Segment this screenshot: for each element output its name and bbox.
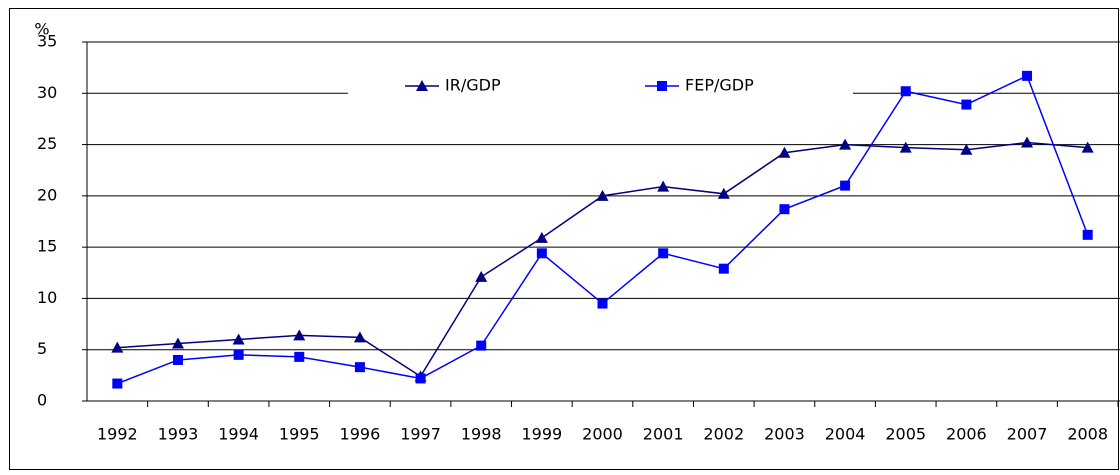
marker [233, 349, 244, 360]
marker [476, 340, 487, 351]
marker [353, 331, 366, 343]
x-tick-label: 2002 [703, 425, 744, 444]
x-tick-label: 2008 [1067, 425, 1108, 444]
y-tick-label: 5 [37, 339, 47, 358]
x-tick-label: 1998 [461, 425, 502, 444]
y-tick-label: 25 [37, 134, 57, 153]
y-tick-label: 35 [37, 32, 57, 51]
y-tick-label: 30 [37, 83, 57, 102]
marker [657, 81, 667, 91]
marker [1021, 136, 1034, 148]
marker [961, 99, 972, 110]
marker [839, 138, 852, 150]
legend-label: FEP/GDP [685, 76, 754, 95]
x-tick-label: 2000 [582, 425, 623, 444]
marker [536, 248, 547, 259]
marker [1081, 141, 1094, 153]
marker [415, 373, 426, 384]
x-tick-label: 2006 [946, 425, 987, 444]
marker [596, 189, 609, 201]
marker [294, 351, 305, 362]
y-tick-label: 10 [37, 288, 57, 307]
marker [899, 141, 912, 153]
marker [717, 187, 730, 199]
marker [960, 143, 973, 155]
x-tick-label: 2003 [764, 425, 805, 444]
x-tick-label: 2001 [643, 425, 684, 444]
marker [293, 329, 306, 341]
marker [416, 80, 428, 91]
x-tick-label: 2007 [1007, 425, 1048, 444]
marker [658, 248, 669, 259]
marker [1022, 70, 1033, 81]
marker [111, 341, 124, 353]
series-line [117, 141, 1088, 378]
y-tick-label: 20 [37, 185, 57, 204]
x-tick-label: 1996 [340, 425, 381, 444]
marker [840, 180, 851, 191]
marker [171, 337, 184, 349]
y-tick-label: 15 [37, 237, 57, 256]
x-tick-label: 1994 [218, 425, 259, 444]
x-tick-label: 1993 [158, 425, 199, 444]
chart-frame [9, 8, 1119, 470]
x-tick-label: 1999 [521, 425, 562, 444]
marker [718, 263, 729, 274]
marker [900, 86, 911, 97]
marker [597, 298, 608, 309]
marker [172, 354, 183, 365]
marker [1082, 229, 1093, 240]
y-tick-label: 0 [37, 391, 47, 410]
x-tick-label: 1995 [279, 425, 320, 444]
marker [778, 146, 791, 158]
y-axis-label: % [34, 20, 49, 39]
marker [657, 180, 670, 192]
x-tick-label: 1992 [97, 425, 138, 444]
marker [354, 362, 365, 373]
marker [779, 204, 790, 215]
x-tick-label: 2005 [885, 425, 926, 444]
marker [112, 378, 123, 389]
marker [232, 333, 245, 345]
legend-label: IR/GDP [445, 76, 501, 95]
marker [475, 270, 488, 282]
marker [535, 231, 548, 243]
x-tick-label: 1997 [400, 425, 441, 444]
x-tick-label: 2004 [825, 425, 866, 444]
